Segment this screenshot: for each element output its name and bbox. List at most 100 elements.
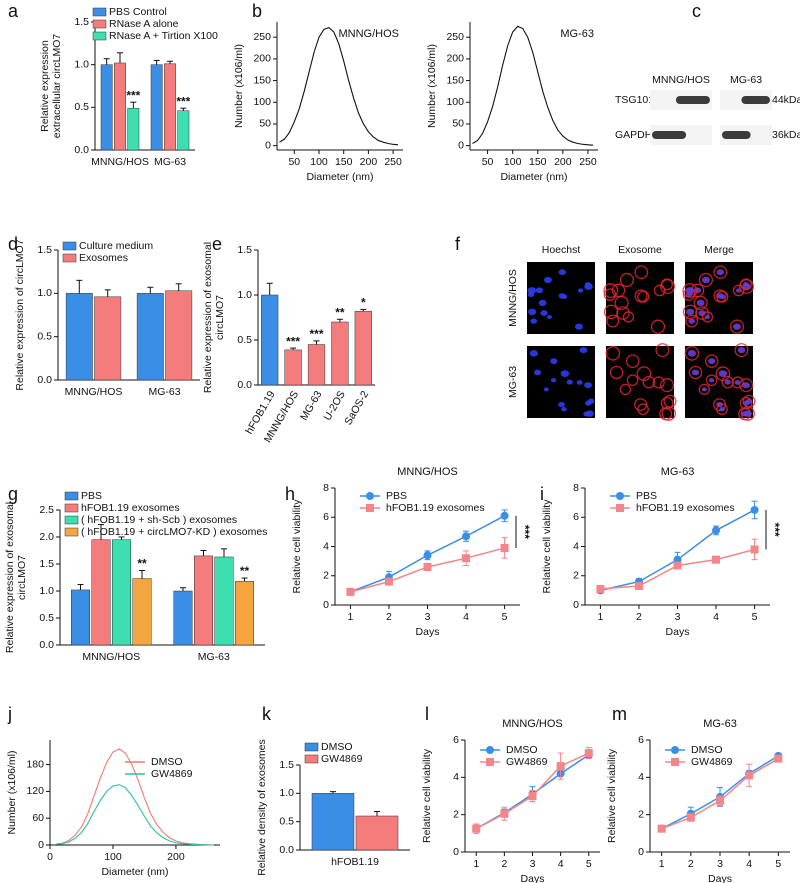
- chart-title: MG-63: [703, 718, 737, 730]
- panel-letter: b: [252, 1, 262, 21]
- row-label: GAPDH: [615, 129, 652, 141]
- x-tick-label: 2: [501, 858, 507, 870]
- x-tick-label: 4: [746, 858, 752, 870]
- legend-label: Culture medium: [79, 240, 153, 252]
- nucleus: [584, 400, 592, 406]
- nucleus: [543, 387, 549, 392]
- x-tick-label: MG-63: [298, 389, 325, 423]
- legend-swatch: [92, 19, 107, 29]
- legend-label: hFOB1.19 exosomes: [636, 502, 735, 514]
- y-axis-label: Relative expression of exosomal: [4, 502, 16, 653]
- marker: [616, 504, 624, 512]
- nucleus: [696, 299, 705, 307]
- y-tick-label: 0.0: [279, 844, 294, 856]
- legend-label: DMSO: [321, 741, 353, 753]
- series-line: [56, 784, 214, 846]
- y-tick-label: 4: [638, 771, 644, 783]
- x-tick-label: 3: [717, 858, 723, 870]
- chart-title: MG-63: [560, 28, 594, 40]
- chart-title: MG-63: [661, 466, 695, 478]
- exosome-signal: [693, 295, 708, 310]
- panel-letter: m: [612, 704, 627, 724]
- y-tick-label: 0: [573, 599, 579, 611]
- y-tick-label: 1.0: [37, 287, 52, 299]
- x-tick-label: 100: [504, 156, 522, 168]
- y-axis-label: Relative cell viability: [421, 748, 433, 843]
- bar: [235, 581, 254, 646]
- y-tick-label: 0.0: [39, 639, 54, 651]
- legend-label: GW4869: [691, 756, 733, 768]
- exosome-signal: [739, 278, 752, 291]
- column-label: MG-63: [730, 74, 762, 86]
- bar: [100, 64, 113, 151]
- exosome-signal: [731, 376, 744, 389]
- nucleus: [716, 269, 725, 276]
- legend-swatch: [62, 253, 77, 263]
- nucleus: [533, 369, 542, 376]
- marker: [584, 749, 593, 758]
- y-tick-label: 0.5: [237, 334, 252, 346]
- x-tick-label: 5: [502, 611, 508, 623]
- marker: [500, 809, 509, 818]
- y-tick-label: 180: [26, 758, 44, 770]
- y-tick-label: 0: [458, 139, 464, 151]
- y-tick-label: 0: [265, 139, 271, 151]
- exosome-signal: [698, 272, 713, 288]
- marker: [686, 813, 695, 822]
- y-tick-label: 50: [452, 118, 464, 130]
- exosome-signal: [660, 378, 675, 393]
- nucleus: [698, 310, 706, 317]
- exosome-signal: [660, 396, 674, 410]
- marker: [423, 551, 432, 560]
- nucleus: [558, 269, 567, 276]
- legend-swatch: [304, 742, 319, 752]
- series-line: [600, 509, 755, 592]
- nucleus: [685, 287, 695, 295]
- marker: [750, 545, 759, 554]
- exosome-signal: [653, 284, 666, 297]
- y-axis-label: Number (x106/ml): [6, 750, 18, 834]
- bar: [150, 64, 163, 151]
- exosome-signal: [682, 283, 698, 299]
- y-tick-label: 6: [453, 734, 459, 746]
- nucleus: [577, 288, 584, 293]
- legend-label: GW4869: [321, 753, 363, 765]
- significance: ***: [309, 327, 323, 341]
- nucleus: [724, 379, 731, 385]
- marker: [657, 824, 666, 833]
- legend-label: ( hFOB1.19 + sh-Scb ) exosomes: [81, 514, 237, 526]
- exosome-signal: [740, 406, 755, 421]
- x-tick-label: 200: [167, 851, 185, 863]
- legend-swatch: [64, 491, 79, 501]
- exosome-signal: [729, 319, 745, 334]
- y-tick-label: 0: [38, 839, 44, 851]
- y-axis-label: circLMO7: [214, 295, 226, 340]
- x-axis-label: Diameter (nm): [101, 866, 168, 878]
- y-tick-label: 200: [253, 53, 271, 65]
- legend-swatch: [92, 31, 107, 41]
- nucleus: [742, 382, 750, 389]
- legend-label: PBS Control: [109, 6, 167, 18]
- significance: *: [361, 296, 366, 310]
- y-tick-label: 6: [638, 734, 644, 746]
- row-label: MG-63: [507, 366, 519, 398]
- y-axis-label: Relative cell viability: [541, 499, 553, 594]
- y-tick-label: 4: [573, 540, 579, 552]
- series-line: [56, 748, 214, 846]
- x-tick-label: 1: [597, 611, 603, 623]
- nucleus: [701, 387, 707, 392]
- exosome-signal: [739, 396, 753, 410]
- exosome-signal: [695, 306, 709, 320]
- nucleus: [691, 369, 700, 376]
- exosome-signal: [739, 378, 754, 393]
- exosome-signal: [661, 406, 676, 421]
- exosome-signal: [603, 304, 619, 320]
- exosome-signal: [622, 311, 635, 323]
- y-axis-label: Relative expression: [39, 40, 51, 132]
- x-tick-label: 100: [310, 156, 328, 168]
- legend-label: PBS: [81, 490, 102, 502]
- y-tick-label: 100: [446, 96, 464, 108]
- exosome-signal: [655, 343, 670, 358]
- exosome-signal: [634, 265, 649, 280]
